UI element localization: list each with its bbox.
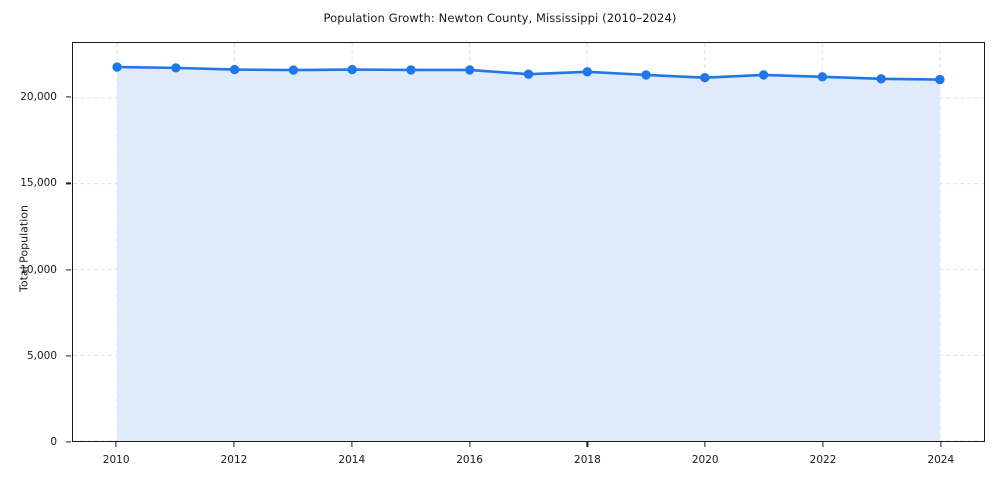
x-axis-tick-mark (351, 442, 353, 447)
y-axis-tick-mark (66, 268, 71, 271)
x-axis-tick-mark (586, 442, 588, 447)
x-axis-tick-label: 2010 (102, 454, 130, 466)
x-axis-tick-mark (822, 442, 824, 447)
y-axis-tick-labels: 0 5,000 10,000 15,000 20,000 (0, 42, 66, 448)
x-axis-tick-mark (233, 442, 235, 447)
x-axis-tick-label: 2024 (927, 454, 955, 466)
x-axis-tick-mark (115, 442, 117, 447)
y-axis-tick-label: 0 (50, 436, 57, 448)
x-axis-tick-label: 2020 (691, 454, 719, 466)
plot-area (72, 42, 985, 442)
x-axis-tick-label: 2022 (809, 454, 837, 466)
x-axis-tick-label: 2018 (574, 454, 601, 466)
y-axis-tick-label: 15,000 (20, 177, 57, 190)
x-axis-tick-mark (469, 442, 471, 447)
x-axis-tick-label: 2014 (338, 454, 366, 466)
y-axis-tick-label: 10,000 (20, 263, 57, 276)
y-axis-tick-mark (66, 96, 71, 98)
y-axis-tick-mark (66, 182, 71, 184)
y-axis-tick-label: 5,000 (26, 349, 57, 362)
y-axis-tick-label: 20,000 (20, 91, 57, 104)
x-axis-tick-mark (940, 442, 942, 447)
population-line-series (112, 62, 945, 441)
y-axis-tick-mark (66, 441, 71, 443)
y-axis-tick-mark (66, 355, 71, 357)
x-axis-tick-mark (704, 442, 706, 447)
x-axis-tick-label: 2016 (456, 454, 483, 466)
chart-title: Population Growth: Newton County, Missis… (323, 11, 677, 25)
x-axis-tick-label: 2012 (220, 454, 248, 466)
x-axis-tick-labels: 2010 2012 2014 2016 2018 2020 2022 2024 (72, 443, 985, 473)
